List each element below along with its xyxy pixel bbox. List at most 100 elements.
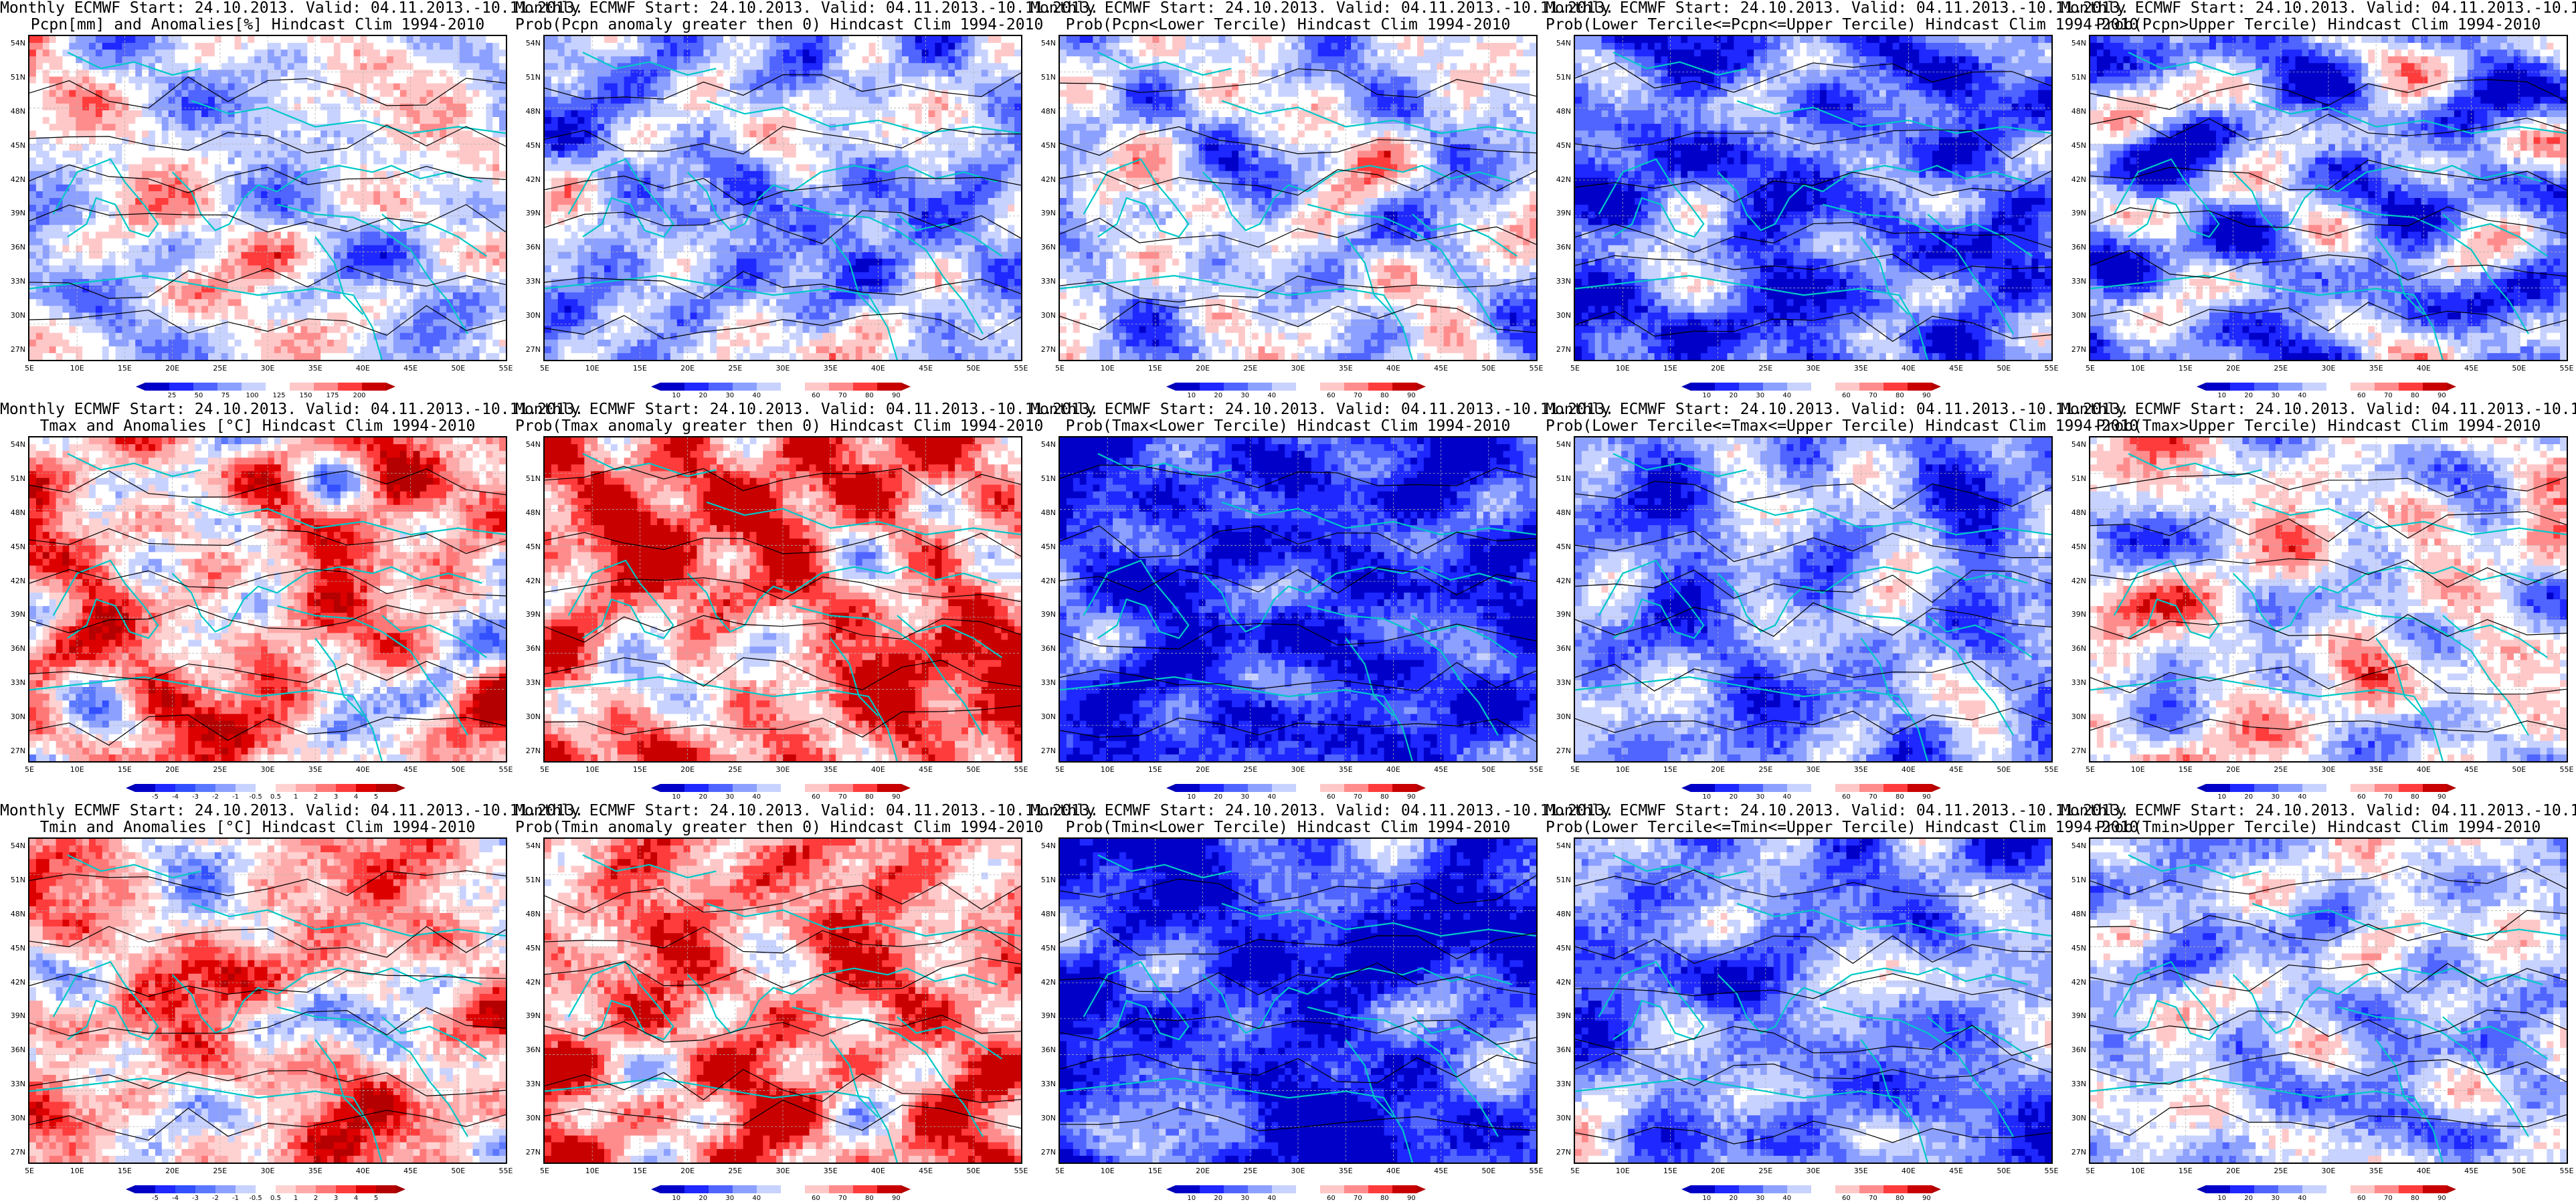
field-cell — [360, 76, 367, 84]
field-cell — [102, 49, 110, 57]
field-cell — [426, 191, 434, 199]
field-cell — [657, 43, 664, 50]
color-scale-right-arrow — [386, 383, 395, 391]
field-cell — [545, 96, 552, 104]
field-cell — [181, 96, 189, 104]
field-cell — [142, 286, 149, 293]
field-cell — [373, 191, 381, 199]
field-cell — [380, 245, 387, 253]
field-cell — [690, 124, 697, 131]
field-cell — [420, 177, 427, 185]
field-cell — [796, 36, 804, 43]
field-cell — [373, 83, 381, 91]
field-cell — [82, 258, 90, 266]
field-cell — [697, 90, 704, 98]
field-cell — [280, 49, 288, 57]
field-cell — [248, 117, 255, 124]
field-cell — [149, 326, 156, 334]
field-cell — [294, 332, 301, 340]
field-cell — [149, 346, 156, 354]
field-cell — [868, 103, 876, 111]
field-cell — [822, 49, 830, 57]
field-cell — [89, 76, 96, 84]
field-cell — [373, 198, 381, 205]
field-cell — [122, 205, 129, 212]
field-cell — [82, 56, 90, 64]
field-cell — [327, 319, 335, 327]
field-cell — [743, 96, 751, 104]
field-cell — [479, 70, 486, 78]
field-cell — [128, 319, 136, 327]
field-cell — [367, 83, 374, 91]
field-cell — [380, 238, 387, 246]
field-cell — [102, 332, 110, 340]
field-cell — [875, 56, 883, 64]
field-cell — [466, 319, 474, 327]
field-cell — [327, 286, 335, 293]
field-cell — [327, 137, 335, 144]
field-cell — [486, 218, 493, 225]
field-cell — [1001, 56, 1008, 64]
field-cell — [545, 157, 552, 165]
field-cell — [149, 171, 156, 179]
field-cell — [195, 312, 202, 320]
field-cell — [234, 312, 242, 320]
field-cell — [254, 90, 262, 98]
field-cell — [181, 117, 189, 124]
field-cell — [29, 353, 37, 360]
field-cell — [935, 70, 942, 78]
field-cell — [82, 130, 90, 138]
field-cell — [188, 225, 195, 232]
field-cell — [161, 198, 169, 205]
field-cell — [149, 353, 156, 360]
field-cell — [69, 225, 76, 232]
field-cell — [195, 177, 202, 185]
field-cell — [446, 76, 454, 84]
field-cell — [486, 231, 493, 239]
field-cell — [268, 252, 275, 260]
field-cell — [280, 164, 288, 172]
field-cell — [961, 144, 969, 151]
field-cell — [142, 306, 149, 313]
field-cell — [188, 198, 195, 205]
field-cell — [868, 96, 876, 104]
field-cell — [1008, 36, 1015, 43]
field-cell — [287, 49, 295, 57]
field-cell — [241, 198, 248, 205]
field-cell — [327, 306, 335, 313]
field-cell — [717, 137, 724, 144]
field-cell — [102, 326, 110, 334]
field-cell — [320, 184, 328, 192]
field-cell — [195, 332, 202, 340]
field-cell — [155, 184, 163, 192]
field-cell — [181, 326, 189, 334]
field-cell — [274, 43, 282, 50]
field-cell — [399, 63, 407, 70]
field-cell — [769, 83, 777, 91]
field-cell — [294, 70, 301, 78]
field-cell — [749, 70, 757, 78]
contour-line — [29, 76, 506, 109]
field-cell — [452, 76, 460, 84]
field-cell — [320, 171, 328, 179]
field-cell — [214, 103, 222, 111]
field-cell — [62, 177, 70, 185]
field-cell — [268, 130, 275, 138]
field-cell — [360, 265, 367, 273]
field-cell — [597, 90, 605, 98]
field-cell — [254, 332, 262, 340]
field-cell — [882, 43, 889, 50]
field-cell — [102, 90, 110, 98]
field-cell — [128, 171, 136, 179]
field-cell — [320, 265, 328, 273]
field-cell — [915, 124, 923, 131]
field-cell — [35, 225, 43, 232]
field-cell — [452, 353, 460, 360]
field-cell — [848, 56, 856, 64]
field-cell — [723, 124, 731, 131]
field-cell — [624, 36, 632, 43]
field-cell — [300, 137, 308, 144]
field-cell — [809, 150, 816, 159]
field-cell — [69, 76, 76, 84]
field-cell — [717, 76, 724, 84]
